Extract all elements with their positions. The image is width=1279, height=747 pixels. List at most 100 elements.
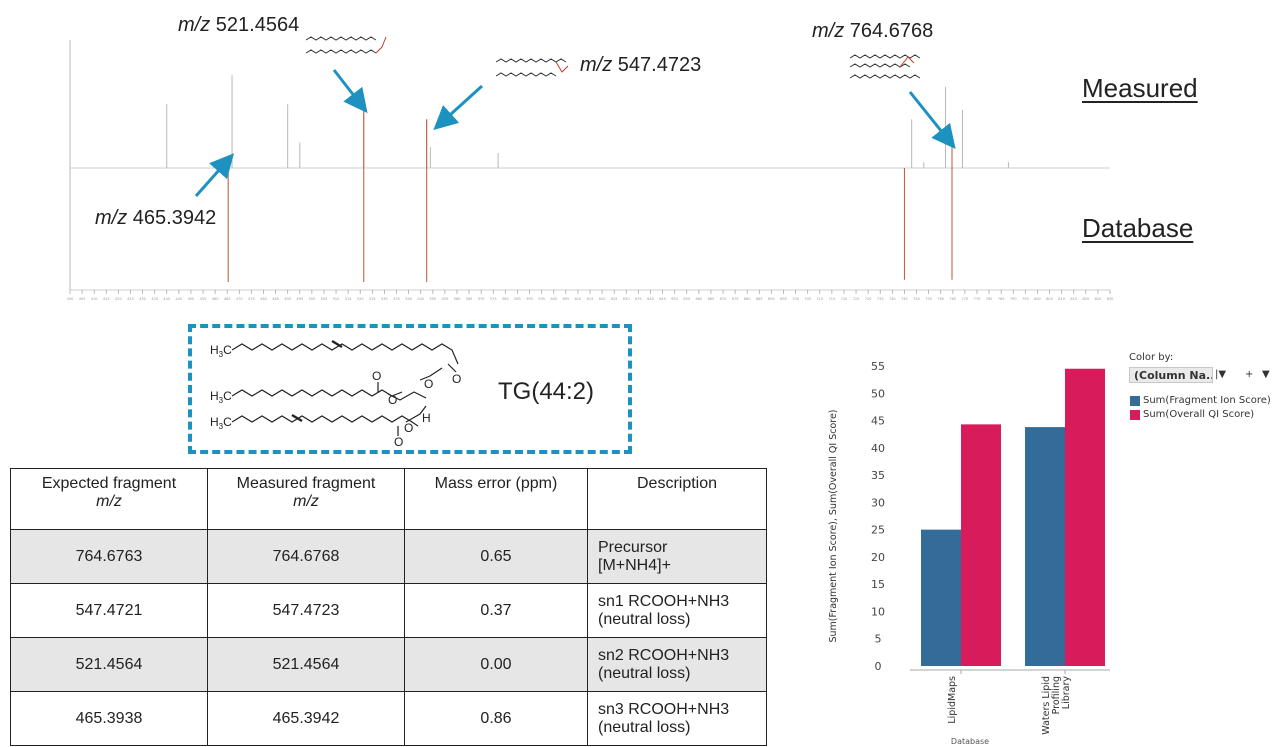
measured-label: Measured [1082,73,1198,103]
database-label: Database [1082,213,1194,243]
spectrum-tick-label: 510 [333,297,340,301]
arrow-521 [332,69,368,114]
expected-cell: 764.6763 [10,529,208,584]
color-by-dropdown[interactable]: (Column Na... [1129,367,1213,383]
spectrum-tick-label: 765 [949,297,956,301]
bar-y-tick-label: 10 [871,605,885,618]
spectrum-tick-label: 610 [575,297,582,301]
spectrum-tick-label: 605 [562,297,569,301]
spectrum-tick-label: 700 [792,297,799,301]
spectrum-tick-label: 440 [163,297,170,301]
table-row: 521.4564 521.4564 0.00 sn2 RCOOH+NH3 (neu… [10,637,767,692]
fragment-structure-521 [305,36,387,54]
spectrum-tick-label: 540 [405,297,412,301]
tg-name: TG(44:2) [498,378,595,405]
annotation-547: m/z 547.4723 [580,54,702,76]
o-atom-6: O [404,421,413,435]
arrow-764 [908,91,956,150]
spectrum-tick-label: 410 [91,297,98,301]
bar-y-tick-label: 40 [871,442,885,455]
o-atom-2: O [424,377,433,391]
table-row: 465.3938 465.3942 0.86 sn3 RCOOH+NH3 (neu… [10,691,767,746]
header-measured: Measured fragment m/z [207,468,405,530]
spectrum-peaks [166,75,1009,282]
expected-cell: 521.4564 [10,637,208,692]
spectrum-tick-label: 775 [974,297,981,301]
spectrum-tick-label: 670 [720,297,727,301]
spectrum-tick-label: 785 [998,297,1005,301]
spectrum-tick-label: 770 [962,297,969,301]
table-header-row: Expected fragment m/z Measured fragment m/… [10,468,767,530]
spectrum-tick-label: 665 [708,297,715,301]
measured-cell: 547.4723 [207,583,405,638]
header-error: Mass error (ppm) [404,468,588,530]
spectrum-tick-label: 710 [816,297,823,301]
bar-y-tick-label: 20 [871,551,885,564]
h3c-3: H3C [210,415,232,431]
header-description: Description [587,468,767,530]
h-atom: H [422,411,431,425]
measured-cell: 465.3942 [207,691,405,746]
spectrum-tick-label: 525 [369,297,376,301]
spectrum-tick-label: 690 [768,297,775,301]
spectrum-tick-label: 680 [744,297,751,301]
spectrum-tick-label: 740 [889,297,896,301]
spectrum-tick-label: 580 [502,297,509,301]
spectrum-tick-label: 615 [587,297,594,301]
spectrum-tick-label: 815 [1070,297,1077,301]
spectrum-tick-label: 695 [780,297,787,301]
table-row: 547.4721 547.4723 0.37 sn1 RCOOH+NH3 (neu… [10,583,767,638]
spectrum-tick-label: 590 [526,297,533,301]
description-cell: sn3 RCOOH+NH3 (neutral loss) [587,691,767,746]
description-cell: sn1 RCOOH+NH3 (neutral loss) [587,583,767,638]
spectrum-tick-label: 780 [986,297,993,301]
spectrum-tick-label: 650 [671,297,678,301]
dropdown-chevron-icon[interactable]: |▼ [1215,369,1227,380]
menu-chevron-icon[interactable]: ▼ [1262,369,1270,380]
spectrum-tick-label: 430 [139,297,146,301]
spectrum-tick-label: 470 [236,297,243,301]
spectrum-ticks: 400 405 410 415 420 425 430 435 440 445 450 455 460 4… [67,290,1113,301]
spectrum-tick-label: 720 [841,297,848,301]
error-cell: 0.37 [404,583,588,638]
spectrum-tick-label: 560 [454,297,461,301]
spectrum-tick-label: 490 [284,297,291,301]
score-bar-chart: 0 5 10 15 20 25 30 35 40 45 50 55 LipidMaps Waters Li… [828,360,1110,746]
expected-cell: 547.4721 [10,583,208,638]
spectrum-tick-label: 705 [804,297,811,301]
bar-y-tick-label: 30 [871,496,885,509]
bar-x-axis-label: Database [951,737,989,746]
header-expected: Expected fragment m/z [10,468,208,530]
description-cell: Precursor [M+NH4]+ [587,529,767,584]
spectrum-tick-label: 760 [937,297,944,301]
spectrum-tick-label: 620 [599,297,606,301]
spectrum-tick-label: 485 [272,297,279,301]
measured-cell: 521.4564 [207,637,405,692]
mirror-spectrum: 400 405 410 415 420 425 430 435 440 445 450 455 460 4… [67,36,1113,301]
tg-structure: H3C H3C H3C O O O O O O H [210,339,461,449]
spectrum-tick-label: 825 [1095,297,1102,301]
spectrum-tick-label: 600 [550,297,557,301]
spectrum-tick-label: 725 [853,297,860,301]
bar-category-label: Waters Lipid [1041,676,1052,735]
spectrum-tick-label: 635 [635,297,642,301]
bar-y-tick-label: 50 [871,387,885,400]
spectrum-tick-label: 800 [1034,297,1041,301]
spectrum-tick-label: 790 [1010,297,1017,301]
measured-cell: 764.6768 [207,529,405,584]
bar [961,424,1001,666]
table-row: 764.6763 764.6768 0.65 Precursor [M+NH4]+ [10,529,767,584]
legend-title: Color by: [1129,352,1174,363]
annotation-521: m/z 521.4564 [178,14,300,36]
spectrum-tick-label: 755 [925,297,932,301]
error-cell: 0.86 [404,691,588,746]
spectrum-tick-label: 520 [357,297,364,301]
bar [1065,368,1105,666]
spectrum-tick-label: 750 [913,297,920,301]
legend-swatch-fragment [1130,396,1140,406]
spectrum-tick-label: 460 [212,297,219,301]
spectrum-tick-label: 625 [611,297,618,301]
spectrum-tick-label: 685 [756,297,763,301]
spectrum-tick-label: 435 [151,297,158,301]
add-icon[interactable]: + [1245,369,1254,380]
